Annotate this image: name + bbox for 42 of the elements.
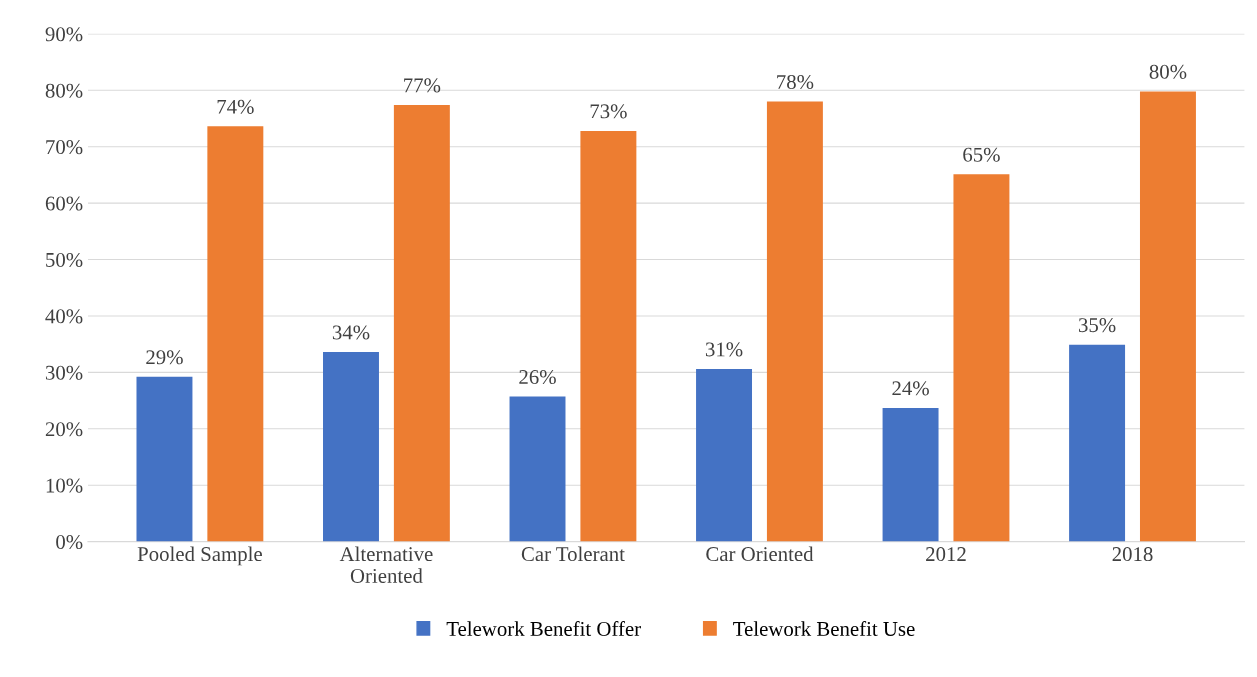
legend-label: Telework Benefit Use [733,621,915,636]
y-tick-label: 20% [45,422,83,437]
x-tick-label: Car Oriented [706,546,814,562]
data-label: 80% [1149,64,1187,79]
data-label: 74% [217,99,254,114]
data-label: 35% [1078,318,1116,333]
bar [136,376,193,542]
data-label: 26% [519,369,556,385]
bar [1069,344,1126,542]
x-tick-label: Pooled Sample [137,546,262,566]
bar [696,368,753,542]
bar [323,352,379,542]
bar [766,101,823,542]
x-tick-label: Alternative Oriented [339,546,433,583]
y-tick-label: 10% [46,478,83,493]
bar [509,396,566,542]
data-label: 34% [332,325,370,340]
x-tick-label: 2012 [926,547,966,562]
data-label: 73% [590,104,627,119]
y-tick-label: 60% [45,196,83,211]
x-tick-label: 2018 [1112,547,1153,562]
data-label: 65% [963,147,1000,162]
y-tick-label: 0% [56,534,83,550]
y-tick-label: 50% [46,252,83,268]
legend-label: Telework Benefit Offer [446,621,641,636]
data-label: 29% [146,350,183,365]
y-tick-label: 30% [45,365,83,380]
data-label: 77% [404,78,441,93]
bar [393,104,450,542]
data-label: 24% [892,381,929,396]
x-tick-label: Car Tolerant [521,546,625,562]
bar [207,126,264,542]
y-tick-label: 90% [45,27,83,42]
y-tick-label: 40% [45,309,83,324]
bar [953,174,1010,542]
bar [882,407,939,542]
bar [1139,91,1196,542]
y-tick-label: 80% [45,83,83,98]
data-label: 78% [777,74,814,90]
y-tick-label: 70% [46,140,83,155]
data-label: 31% [705,342,743,357]
bar [580,130,637,542]
